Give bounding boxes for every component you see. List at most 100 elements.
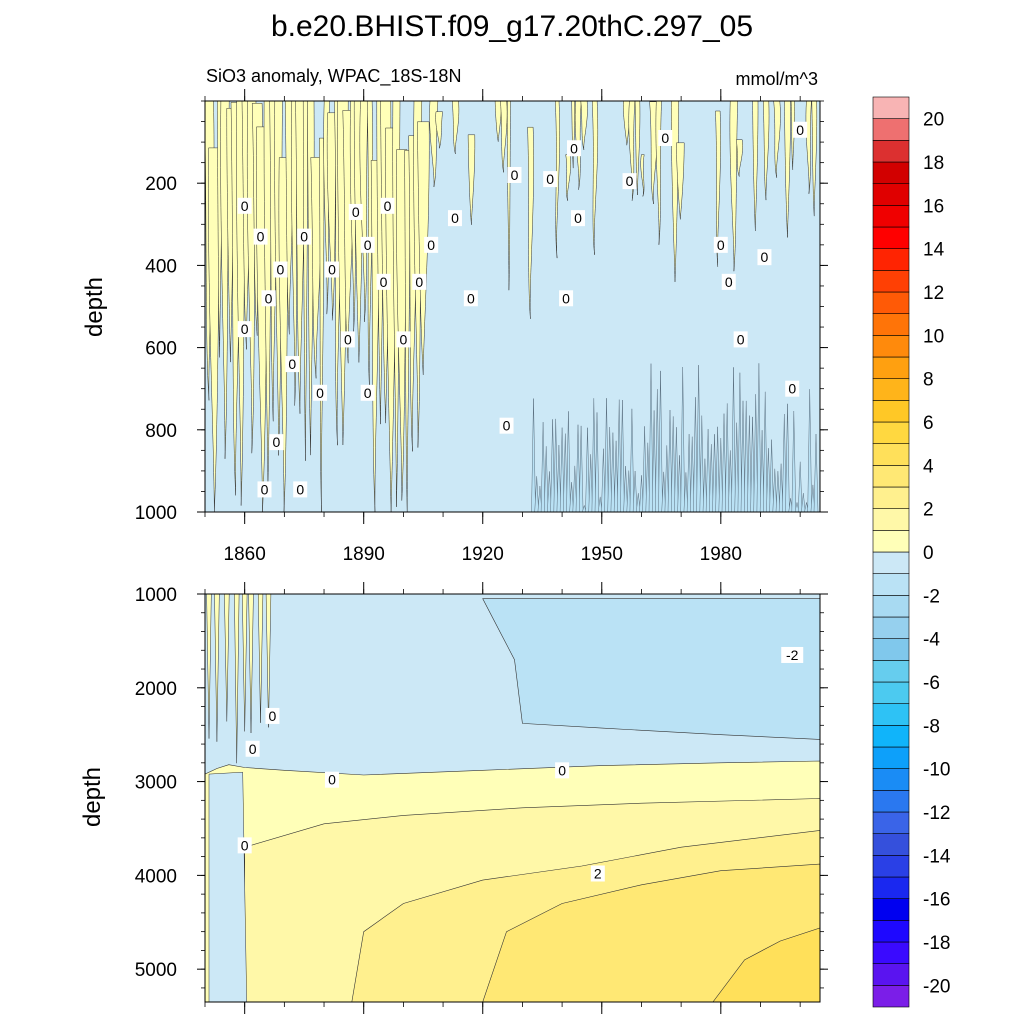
contour-label-bg [622,173,637,190]
colorbar-tick-label: -14 [923,846,951,867]
colorbar-swatch [872,508,910,531]
colorbar-swatch [872,356,910,379]
colorbar-swatch [872,270,910,293]
negative-anomaly-spike [623,466,628,512]
colorbar-swatch [872,920,910,943]
positive-anomaly-streak [571,101,576,169]
colorbar-swatch [872,616,910,639]
negative-anomaly-spike [667,409,673,512]
positive-anomaly-streak [591,101,599,255]
colorbar-tick-label: 14 [923,240,945,261]
colorbar-tick-label: 10 [923,326,944,347]
y-tick-label: 800 [145,421,177,442]
negative-anomaly-spike [794,502,800,512]
negative-anomaly-spike [540,422,546,512]
negative-anomaly-spike [620,399,625,512]
negative-anomaly-spike [709,444,714,512]
contour-label: 0 [273,434,281,450]
y-tick-label: 200 [145,174,177,195]
negative-anomaly-spike [677,455,682,512]
colorbar-swatch [872,465,910,488]
colorbar: -20-18-16-14-12-10-8-6-4-202468101214161… [872,96,951,1008]
colorbar-swatch [872,768,910,791]
positive-anomaly-streak [265,594,272,728]
negative-anomaly-spike [731,367,736,512]
colorbar-swatch [872,205,910,228]
contour-label: 0 [269,708,277,724]
lower-ylabel: depth [79,767,106,827]
positive-anomaly-streak [640,154,645,197]
negative-anomaly-spike [705,429,711,512]
colorbar-swatch [872,963,910,986]
contour-label-bg [713,236,728,253]
colorbar-tick-label: 2 [923,500,934,521]
contour-label: 0 [467,290,475,306]
colorbar-swatch [872,660,910,683]
colorbar-tick-label: -8 [923,716,940,737]
negative-anomaly-sliver [208,771,247,1002]
negative-anomaly-spike [559,427,565,512]
contour-label: 0 [328,262,336,278]
negative-anomaly-spike [785,403,790,512]
contour-label-bg [567,140,581,157]
x-tick-label: 1950 [581,544,623,565]
contour-label-bg [781,646,804,663]
colorbar-tick-label: -18 [923,933,950,954]
contour-label-bg [257,481,272,498]
positive-anomaly-streak [773,101,781,178]
colorbar-tick-label: -6 [923,673,940,694]
contour-label-bg [269,434,284,451]
contour-label: 0 [570,140,578,156]
negative-anomaly-spike [569,482,574,512]
contour-band-3-4 [482,863,820,1002]
colorbar-swatch [872,530,910,553]
contour-label-bg [412,273,427,290]
contour-label: 2 [594,866,602,882]
negative-anomaly-spike [807,389,812,512]
colorbar-swatch [872,248,910,271]
positive-anomaly-streak [206,594,212,739]
contour-label: 0 [384,198,392,214]
negative-anomaly-spike [728,450,733,512]
contour-label-bg [313,384,328,401]
negative-anomaly-spike [766,448,771,512]
x-tick-labels: 1860 1890 1920 1950 1980 [224,544,742,565]
contour-label-bg [570,210,585,227]
negative-anomaly-spike [690,436,695,512]
negative-anomaly-spike [607,427,612,512]
negative-anomaly-spike [724,403,730,512]
positive-anomaly-streak [467,134,476,225]
negative-anomaly-spike [683,472,689,512]
negative-anomaly-spike [566,411,571,512]
colorbar-swatch [872,140,910,163]
contour-label-bg [285,356,300,373]
contour-label: 0 [261,481,269,497]
colorbar-swatch [872,313,910,336]
positive-anomaly-streak [790,101,795,170]
negative-anomaly-spike [610,432,616,512]
colorbar-swatch [872,161,910,184]
negative-anomaly-spike [543,446,549,512]
contour-label: 0 [788,381,796,397]
contour-label-bg [376,273,391,290]
contour-label: 0 [796,122,804,138]
negative-anomaly-spike [769,439,774,512]
colorbar-tick-label: -12 [923,803,950,824]
colorbar-tick-label: 6 [923,413,934,434]
colorbar-swatch [872,486,910,509]
colorbar-tick-label: 8 [923,370,934,391]
contour-label: 0 [265,290,273,306]
positive-anomaly-streak [257,594,264,723]
contour-label: 0 [546,171,554,187]
negative-anomaly-spike [680,366,685,512]
contour-label-bg [273,261,288,278]
colorbar-swatch [872,876,910,899]
contour-label-bg [447,210,462,227]
negative-anomaly-spike [575,424,581,512]
positive-anomaly-streak [763,101,770,201]
contour-label-bg [507,166,522,183]
negative-anomaly-spike [537,485,543,512]
negative-anomaly-spike [531,398,536,512]
contour-label: 0 [399,331,407,347]
colorbar-swatch [872,681,910,704]
